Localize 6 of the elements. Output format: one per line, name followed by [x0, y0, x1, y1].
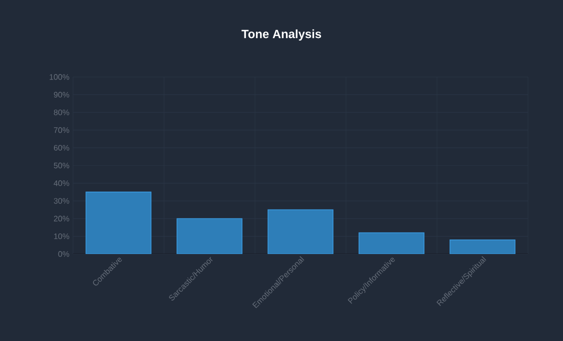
chart-title: Tone Analysis: [242, 29, 322, 41]
bar: [358, 232, 424, 254]
bar: [86, 192, 152, 254]
bar: [450, 239, 516, 254]
bar: [176, 218, 242, 254]
bar: [268, 209, 334, 254]
